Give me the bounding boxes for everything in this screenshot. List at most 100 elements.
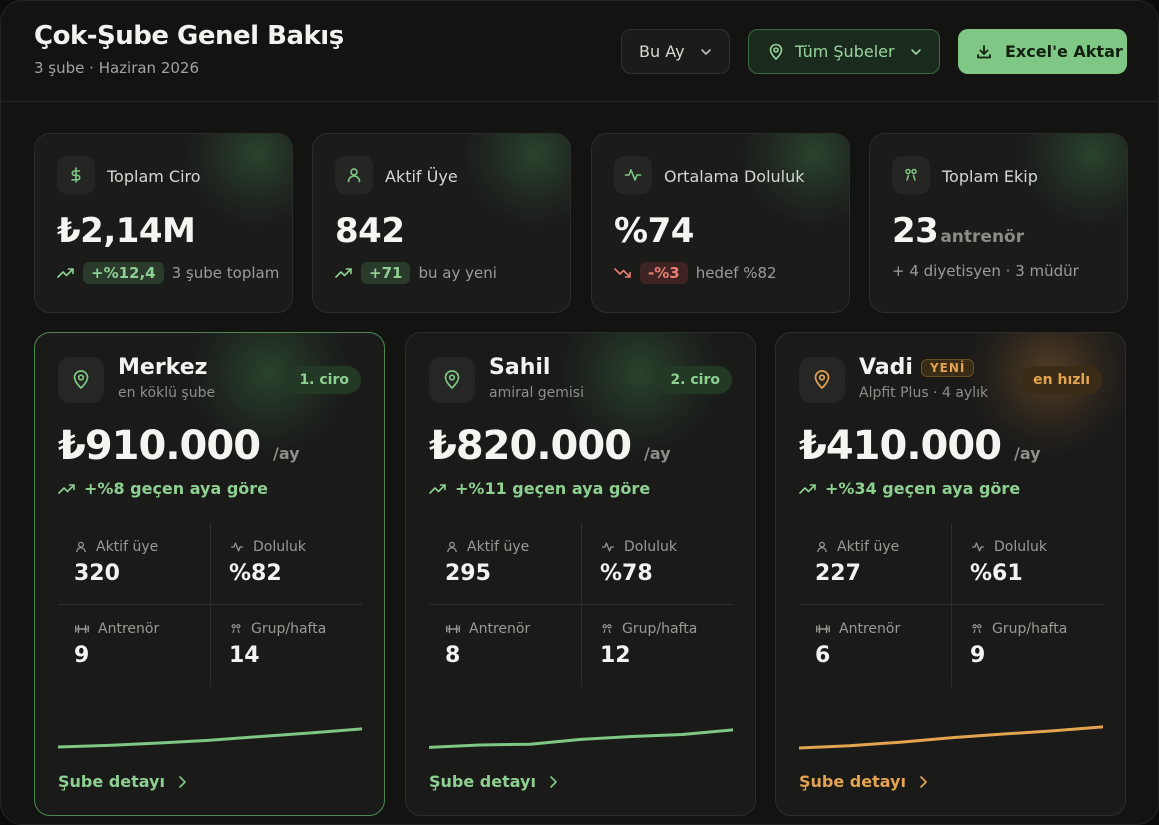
user-icon xyxy=(817,541,827,553)
metric-value: 9 xyxy=(74,643,90,668)
branch-subtitle: amiral gemisi xyxy=(489,385,584,401)
rank-badge: 2. ciro xyxy=(658,366,732,394)
metric-label: Antrenör xyxy=(469,621,531,637)
map-pin-icon xyxy=(769,43,783,60)
metric-label: Doluluk xyxy=(624,539,677,555)
stat-label: Aktif Üye xyxy=(385,167,458,186)
revenue-value: ₺820.000 xyxy=(429,423,632,469)
branch-subtitle: en köklü şube xyxy=(118,385,216,401)
download-icon xyxy=(977,44,991,58)
metric-label: Doluluk xyxy=(994,539,1047,555)
metric-value: 12 xyxy=(600,643,631,668)
trend-down-icon xyxy=(614,268,631,278)
growth-text: +%11 geçen aya göre xyxy=(455,479,651,498)
metric-label: Doluluk xyxy=(253,539,306,555)
dollar-icon xyxy=(71,167,81,183)
period-dropdown[interactable]: Bu Ay xyxy=(621,29,730,74)
revenue-value: ₺910.000 xyxy=(58,423,261,469)
stat-card-occupancy: Ortalama Doluluk %74 -%3 hedef %82 xyxy=(591,133,850,313)
branch-revenue: ₺820.000 /ay xyxy=(429,423,671,469)
revenue-period: /ay xyxy=(1013,444,1041,463)
activity-icon xyxy=(972,542,984,552)
activity-icon xyxy=(624,169,642,181)
metric-value: 8 xyxy=(445,643,461,668)
revenue-period: /ay xyxy=(272,444,300,463)
stat-card-revenue: Toplam Ciro ₺2,14M +%12,4 3 şube toplam xyxy=(34,133,293,313)
trend-up-icon xyxy=(799,483,816,494)
metric-groups: Grup/hafta 14 xyxy=(210,605,362,687)
chevron-right-icon xyxy=(920,775,927,788)
branch-name: Vadi xyxy=(859,355,913,380)
sparkline-path xyxy=(799,725,1103,750)
metric-value: %61 xyxy=(970,561,1023,586)
stat-label: Toplam Ekip xyxy=(942,167,1038,186)
metric-trainers: Antrenör 6 xyxy=(799,605,951,687)
trend-up-icon xyxy=(57,268,74,278)
branch-card-sahil[interactable]: Sahil amiral gemisi 2. ciro ₺820.000 /ay… xyxy=(405,332,756,816)
trend-up-icon xyxy=(58,483,75,494)
branch-detail-link[interactable]: Şube detayı xyxy=(58,772,187,791)
stat-change-badge: +%12,4 xyxy=(83,262,164,284)
page-subtitle: 3 şube · Haziran 2026 xyxy=(34,59,200,77)
metric-label: Aktif üye xyxy=(96,539,159,555)
link-label: Şube detayı xyxy=(58,772,165,791)
chevron-right-icon xyxy=(179,775,186,788)
stat-number: 23 xyxy=(892,211,939,251)
branch-revenue: ₺410.000 /ay xyxy=(799,423,1041,469)
map-pin-icon xyxy=(73,370,89,390)
chevron-down-icon xyxy=(910,48,921,55)
revenue-value: ₺410.000 xyxy=(799,423,1002,469)
metric-label: Aktif üye xyxy=(837,539,900,555)
metric-value: %82 xyxy=(229,561,282,586)
metric-groups: Grup/hafta 12 xyxy=(581,605,733,687)
metrics-grid: Aktif üye 295 Doluluk %78 Antrenör xyxy=(429,523,733,687)
branch-card-vadi[interactable]: Vadi YENİ Alpfit Plus · 4 aylık en hızlı… xyxy=(775,332,1126,816)
metric-members: Aktif üye 227 xyxy=(799,523,951,605)
branch-subtitle: Alpfit Plus · 4 aylık xyxy=(859,385,989,401)
stat-change-badge: -%3 xyxy=(640,262,688,284)
user-icon xyxy=(447,541,457,553)
new-badge: YENİ xyxy=(920,358,975,377)
branch-detail-link[interactable]: Şube detayı xyxy=(799,772,928,791)
map-pin-icon xyxy=(814,370,830,390)
stat-label: Ortalama Doluluk xyxy=(664,167,805,186)
stat-value: %74 xyxy=(614,211,694,251)
export-excel-button[interactable]: Excel'e Aktar xyxy=(958,29,1127,74)
metric-trainers: Antrenör 8 xyxy=(429,605,581,687)
branch-revenue: ₺910.000 /ay xyxy=(58,423,300,469)
metric-value: 6 xyxy=(815,643,831,668)
metric-value: 14 xyxy=(229,643,260,668)
metric-value: 320 xyxy=(74,561,120,586)
chevron-right-icon xyxy=(550,775,557,788)
user-icon xyxy=(76,541,86,553)
metric-occupancy: Doluluk %78 xyxy=(581,523,733,605)
metric-value: %78 xyxy=(600,561,653,586)
stat-note: + 4 diyetisyen · 3 müdür xyxy=(892,262,1079,280)
branch-name: Merkez xyxy=(118,355,208,380)
team-icon xyxy=(905,168,917,181)
sparkline-chart xyxy=(58,727,362,749)
stat-change-badge: +71 xyxy=(361,262,411,284)
metric-members: Aktif üye 295 xyxy=(429,523,581,605)
branch-card-merkez[interactable]: Merkez en köklü şube 1. ciro ₺910.000 /a… xyxy=(34,332,385,816)
branch-name: Sahil xyxy=(489,355,551,380)
stat-label: Toplam Ciro xyxy=(107,167,201,186)
sparkline-chart xyxy=(799,725,1103,750)
branch-detail-link[interactable]: Şube detayı xyxy=(429,772,558,791)
header: Çok-Şube Genel Bakış 3 şube · Haziran 20… xyxy=(1,1,1158,102)
period-label: Bu Ay xyxy=(639,42,685,61)
branch-filter-label: Tüm Şubeler xyxy=(795,42,895,61)
metric-label: Aktif üye xyxy=(467,539,530,555)
link-label: Şube detayı xyxy=(429,772,536,791)
rank-badge: 1. ciro xyxy=(287,366,361,394)
link-label: Şube detayı xyxy=(799,772,906,791)
metric-label: Antrenör xyxy=(839,621,901,637)
activity-icon xyxy=(602,542,614,552)
metric-value: 9 xyxy=(970,643,986,668)
trend-up-icon xyxy=(429,483,446,494)
trend-up-icon xyxy=(335,268,352,278)
metric-label: Antrenör xyxy=(98,621,160,637)
export-label: Excel'e Aktar xyxy=(1005,42,1123,61)
page-title: Çok-Şube Genel Bakış xyxy=(34,21,344,51)
branch-filter-dropdown[interactable]: Tüm Şubeler xyxy=(748,29,940,74)
